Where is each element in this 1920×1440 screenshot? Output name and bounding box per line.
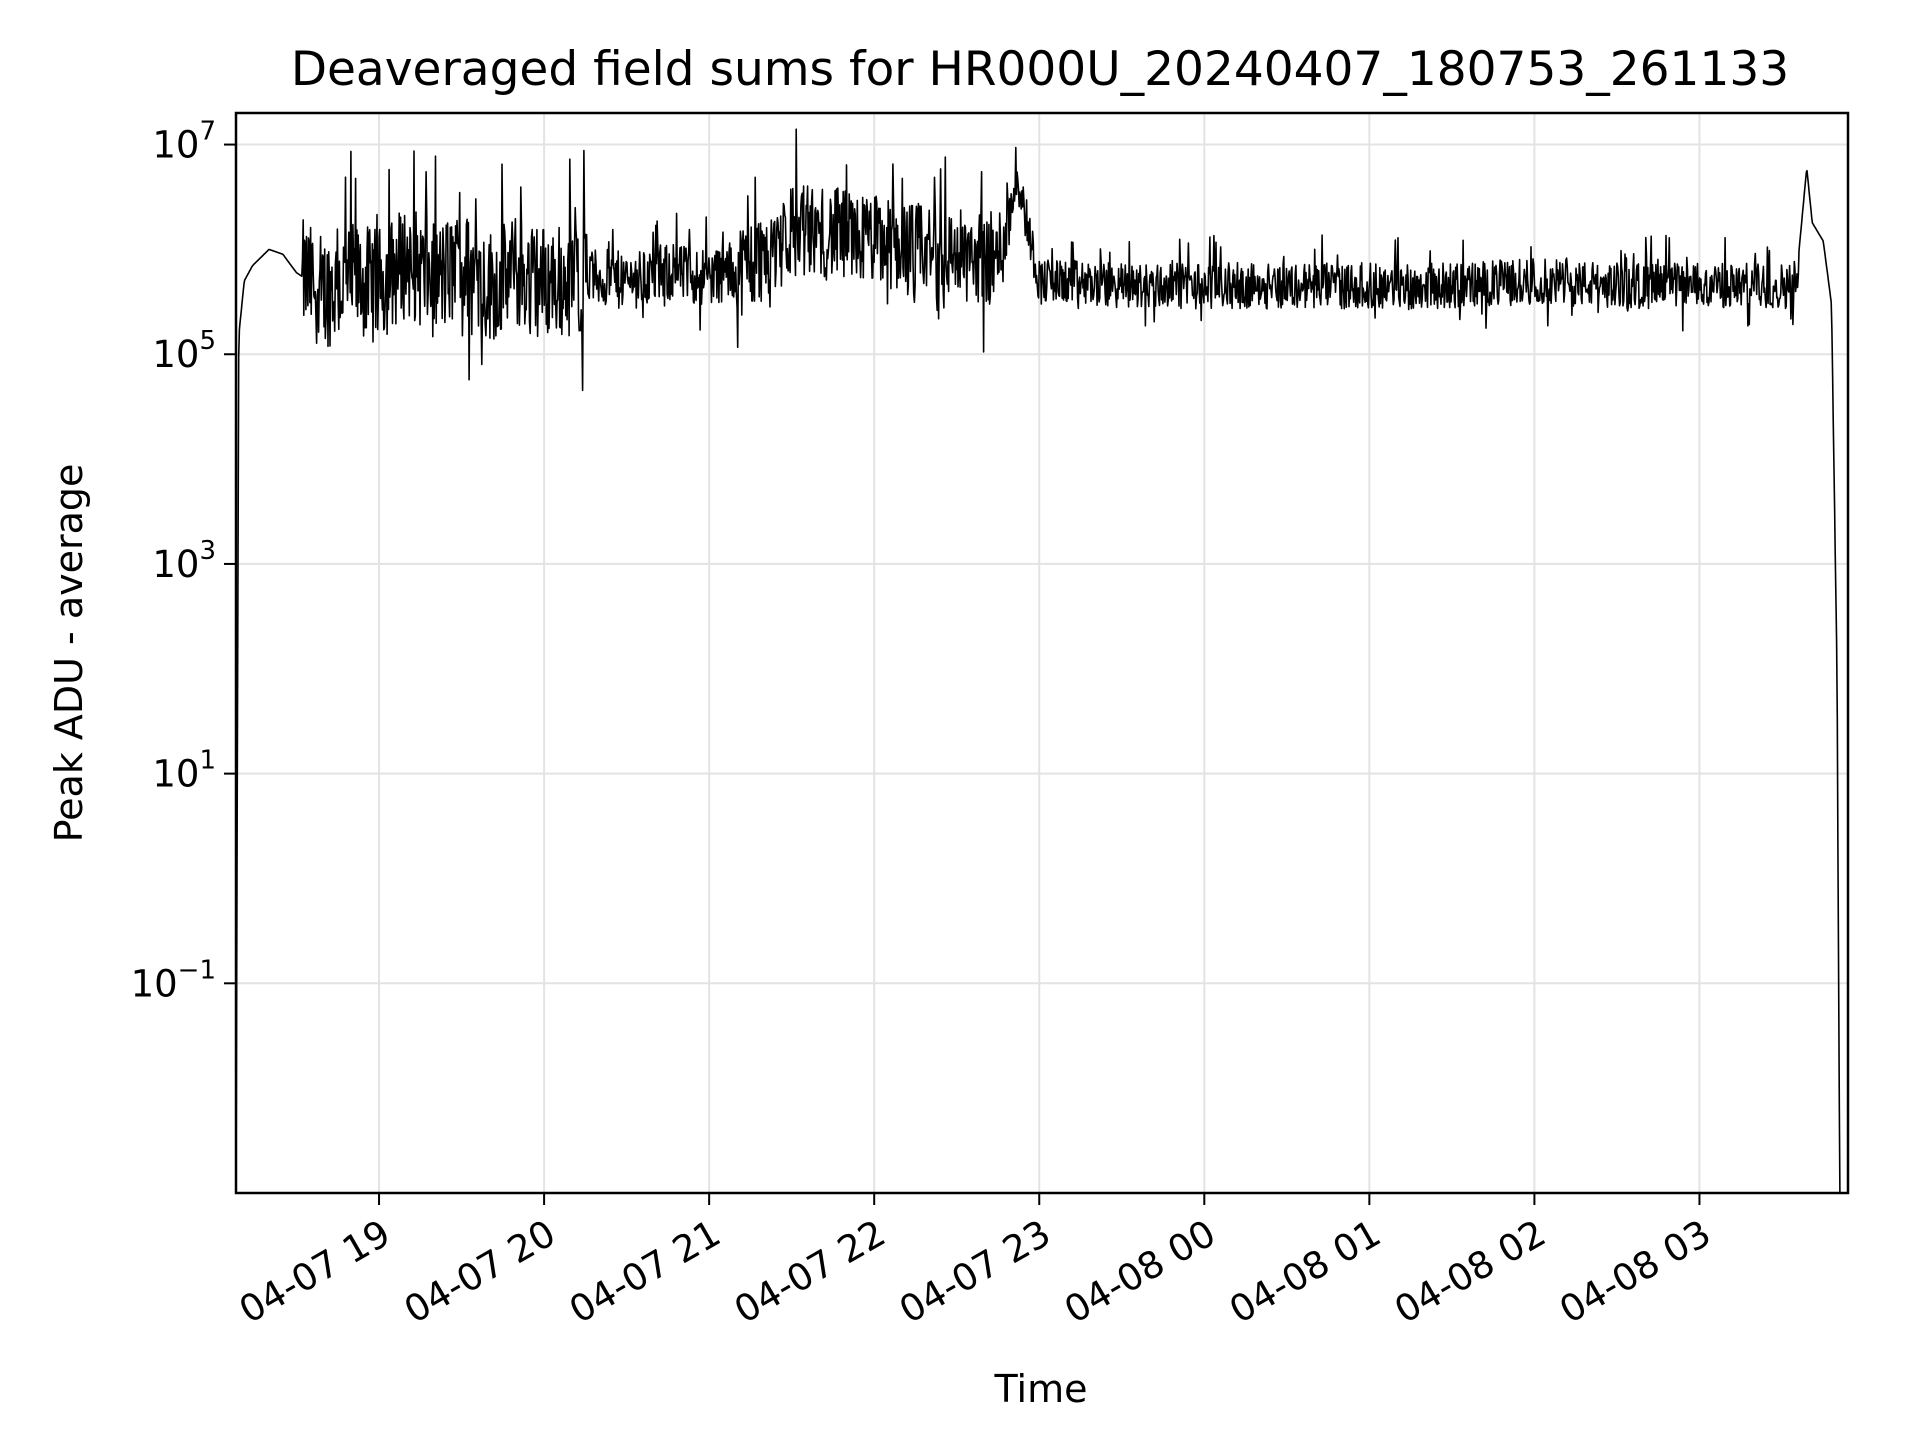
y-tick-label: 105 xyxy=(152,326,216,376)
y-tick-label: 103 xyxy=(152,536,216,586)
y-axis: 10−1 101 103 105 107 xyxy=(131,117,236,1005)
y-tick-label: 10−1 xyxy=(131,955,216,1005)
series-line xyxy=(235,128,1849,1194)
y-tick-label: 107 xyxy=(152,117,216,167)
y-tick-label: 101 xyxy=(152,746,216,796)
plot-frame xyxy=(234,111,1850,1195)
series xyxy=(235,128,1849,1194)
y-axis-label: Peak ADU - average xyxy=(47,464,91,843)
x-axis-label: Time xyxy=(994,1367,1088,1411)
chart-title: Deaveraged field sums for HR000U_2024040… xyxy=(291,42,1789,97)
